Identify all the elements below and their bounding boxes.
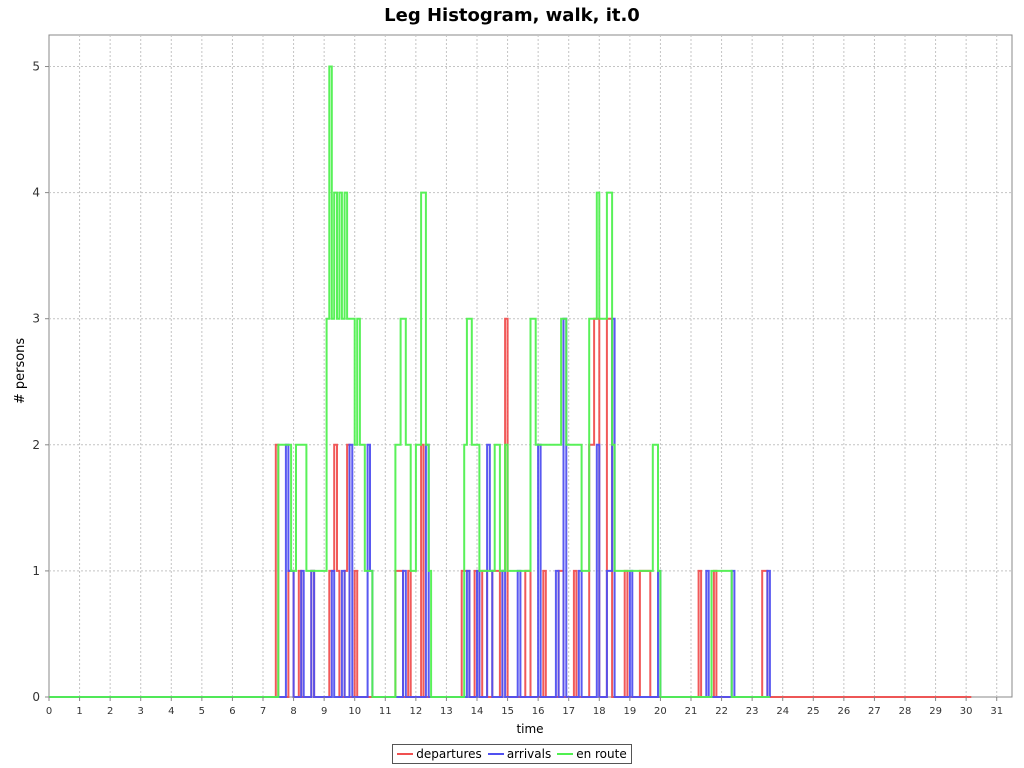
- x-tick-label: 17: [562, 706, 575, 717]
- x-tick-label: 10: [348, 706, 361, 717]
- x-tick-label: 15: [501, 706, 514, 717]
- chart-title: Leg Histogram, walk, it.0: [384, 5, 640, 26]
- x-tick-label: 13: [440, 706, 453, 717]
- y-tick-label: 0: [32, 690, 40, 704]
- legend-box: departures arrivals en route: [392, 744, 632, 764]
- y-tick-label: 3: [32, 312, 40, 326]
- x-tick-label: 2: [107, 706, 113, 717]
- x-tick-label: 31: [990, 706, 1003, 717]
- legend-swatch: [487, 753, 504, 755]
- x-tick-label: 25: [807, 706, 820, 717]
- x-tick-label: 26: [837, 706, 850, 717]
- legend-label: en route: [576, 747, 627, 761]
- leg-histogram-chart: Leg Histogram, walk, it.0 0 1 2 3 4 5 6 7 8 9 10 11…: [13, 5, 1013, 736]
- x-tick-label: 30: [960, 706, 973, 717]
- x-tick-label: 3: [138, 706, 144, 717]
- x-tick-label: 16: [532, 706, 545, 717]
- x-tick-label: 1: [76, 706, 82, 717]
- x-tick-label: 12: [409, 706, 422, 717]
- y-tick-label: 1: [32, 564, 40, 578]
- x-tick-label: 14: [471, 706, 484, 717]
- x-tick-label: 21: [685, 706, 698, 717]
- x-tick-label: 28: [899, 706, 912, 717]
- x-tick-label: 6: [229, 706, 235, 717]
- legend-swatch: [557, 753, 574, 755]
- legend-swatch: [397, 753, 414, 755]
- x-axis-label: time: [516, 722, 543, 736]
- x-tick-label: 18: [593, 706, 606, 717]
- x-tick-label: 20: [654, 706, 667, 717]
- x-tick-label: 22: [715, 706, 728, 717]
- x-tick-label: 8: [290, 706, 296, 717]
- x-tick-label: 23: [746, 706, 759, 717]
- x-tick-label: 11: [379, 706, 392, 717]
- y-axis-label: # persons: [13, 338, 28, 405]
- y-tick-label: 5: [32, 60, 40, 74]
- legend-item-en-route: en route: [557, 747, 627, 761]
- x-tick-label: 24: [776, 706, 789, 717]
- x-tick-label: 5: [199, 706, 205, 717]
- x-tick-label: 0: [46, 706, 52, 717]
- legend-item-departures: departures: [397, 747, 482, 761]
- legend-item-arrivals: arrivals: [487, 747, 552, 761]
- x-tick-label: 29: [929, 706, 942, 717]
- x-tick-label: 27: [868, 706, 881, 717]
- x-tick-label: 19: [623, 706, 636, 717]
- legend-label: arrivals: [506, 747, 552, 761]
- legend-label: departures: [416, 747, 482, 761]
- x-tick-label: 7: [260, 706, 266, 717]
- x-tick-label: 4: [168, 706, 174, 717]
- y-tick-label: 4: [32, 186, 40, 200]
- chart-legend: departures arrivals en route: [0, 744, 1024, 764]
- series-line-en-route: [49, 65, 770, 698]
- y-tick-label: 2: [32, 438, 40, 452]
- x-tick-label: 9: [321, 706, 327, 717]
